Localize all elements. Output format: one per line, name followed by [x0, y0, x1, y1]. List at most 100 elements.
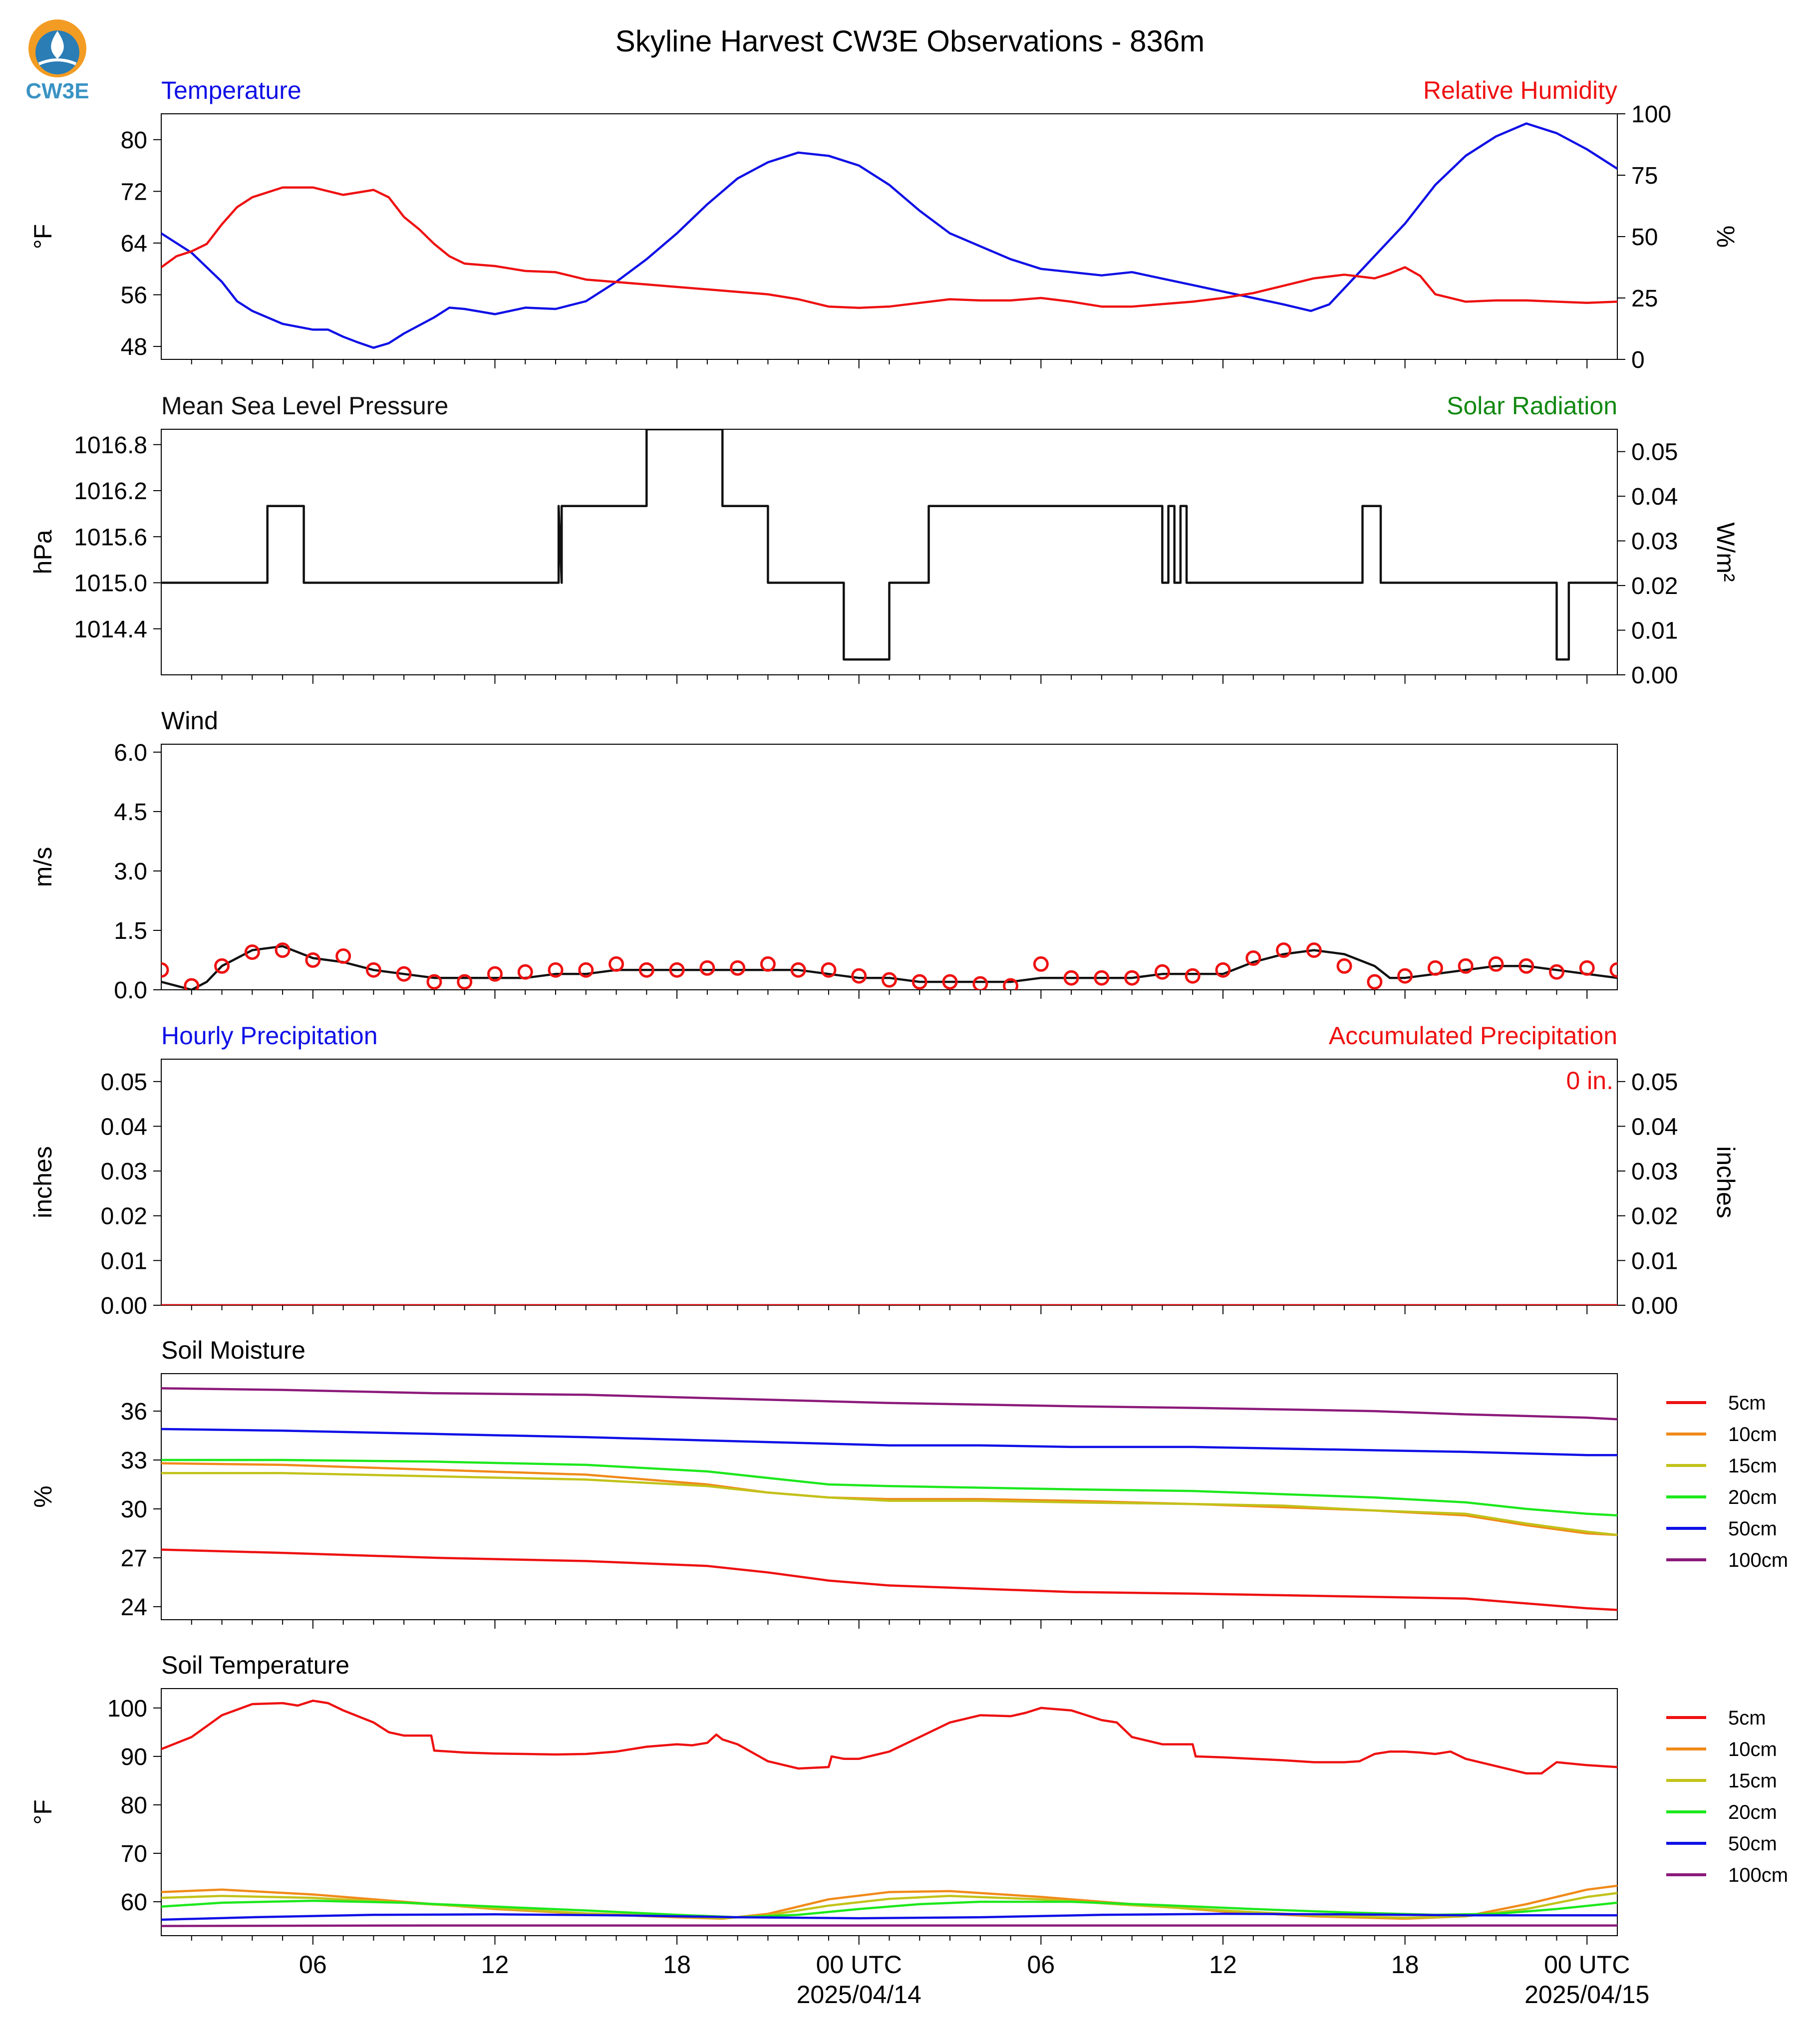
- gust-marker-wind-gust: [1003, 978, 1019, 990]
- logo-text: CW3E: [25, 79, 89, 103]
- y-tick-label: 1015.0: [74, 571, 147, 597]
- y-tick-label: 80: [121, 1792, 147, 1819]
- y-tick-label: 80: [121, 127, 147, 154]
- panel-title-right: Relative Humidity: [1423, 76, 1617, 104]
- panel-title-left: Temperature: [161, 76, 302, 104]
- panels: Temperature Relative Humidity 48 56 64 72 80 °F…: [29, 76, 1740, 2009]
- y-tick-label: 1016.8: [74, 432, 147, 459]
- y-right-tick-label: 100: [1631, 101, 1671, 128]
- y-tick-label: 0.01: [101, 1248, 147, 1274]
- y-tick-label: 24: [121, 1594, 147, 1621]
- y-right-tick-label: 0.04: [1631, 1114, 1678, 1140]
- panel-title-left: Hourly Precipitation: [161, 1022, 378, 1050]
- gust-marker-wind-gust: [911, 974, 927, 990]
- y-tick-label: 30: [121, 1496, 147, 1523]
- gust-marker-wind-gust: [396, 966, 412, 982]
- x-tick-label: 18: [1391, 1951, 1419, 1979]
- x-tick-label: 00 UTC: [816, 1951, 902, 1979]
- y-right-tick-label: 0.01: [1631, 1248, 1678, 1274]
- gust-marker-wind-gust: [275, 942, 291, 958]
- y-right-tick-label: 0.01: [1631, 618, 1678, 644]
- y-tick-label: 1.5: [114, 918, 147, 944]
- gust-marker-wind-gust: [1518, 958, 1534, 974]
- series-line-5cm: [161, 1700, 1617, 1775]
- gust-marker-wind-gust: [972, 976, 988, 990]
- gust-marker-wind-gust: [578, 962, 594, 978]
- y-tick-label: 100: [107, 1696, 147, 1722]
- x-tick-label: 18: [663, 1951, 691, 1979]
- gust-marker-wind-gust: [244, 944, 260, 960]
- series-group: [161, 1700, 1617, 1927]
- gust-marker-wind-gust: [1154, 964, 1170, 980]
- gust-marker-wind-gust: [1185, 968, 1201, 984]
- series-line-relative-humidity: [161, 186, 1617, 309]
- y-tick-label: 64: [121, 231, 147, 257]
- y-right-axis-label: %: [1712, 226, 1740, 248]
- y-tick-label: 1014.4: [74, 616, 147, 643]
- y-tick-label: 1015.6: [74, 524, 147, 551]
- panel-title-left: Mean Sea Level Pressure: [161, 392, 448, 420]
- legend-label: 10cm: [1728, 1424, 1777, 1446]
- y-axis-label: °F: [29, 1799, 57, 1825]
- legend-label: 5cm: [1728, 1707, 1766, 1729]
- y-tick-label: 70: [121, 1841, 147, 1867]
- panel-title-right: Solar Radiation: [1447, 392, 1617, 420]
- series-line-wind-speed: [161, 945, 1617, 990]
- panel-title-left: Soil Moisture: [161, 1336, 305, 1364]
- y-axis-label: m/s: [29, 847, 57, 887]
- y-right-tick-label: 0: [1631, 347, 1645, 373]
- legend-label: 50cm: [1728, 1518, 1777, 1540]
- gust-marker-wind-gust: [335, 948, 351, 964]
- series-line-15cm: [161, 1471, 1617, 1536]
- series-line-100cm: [161, 1387, 1617, 1421]
- gust-marker-wind-gust: [1306, 942, 1322, 958]
- series-line-mean-sea-level-pressure: [161, 429, 1617, 661]
- y-tick-label: 72: [121, 179, 147, 205]
- gust-marker-wind-gust: [1094, 970, 1110, 986]
- gust-marker-wind-gust: [1609, 962, 1617, 978]
- y-tick-label: 56: [121, 283, 147, 309]
- y-tick-label: 3.0: [114, 859, 147, 885]
- y-tick-label: 0.02: [101, 1203, 147, 1230]
- y-axis-label: %: [29, 1485, 57, 1507]
- gust-marker-wind-gust: [1336, 958, 1352, 974]
- gust-marker-wind-gust: [1063, 970, 1079, 986]
- gust-marker-wind-gust: [790, 962, 806, 978]
- series-group: [161, 429, 1617, 661]
- panel-title-left: Soil Temperature: [161, 1651, 349, 1679]
- gust-marker-wind-gust: [1245, 950, 1261, 966]
- y-tick-label: 27: [121, 1545, 147, 1572]
- gust-marker-wind-gust: [638, 962, 654, 978]
- gust-marker-wind-gust: [730, 960, 746, 976]
- y-right-tick-label: 0.02: [1631, 573, 1678, 599]
- gust-marker-wind-gust: [1548, 964, 1564, 980]
- series-group: [161, 942, 1617, 990]
- gust-marker-wind-gust: [699, 960, 715, 976]
- gust-marker-wind-gust: [882, 972, 897, 988]
- y-tick-label: 36: [121, 1399, 147, 1425]
- gust-marker-wind-gust: [760, 956, 776, 972]
- y-right-tick-label: 0.05: [1631, 439, 1678, 466]
- y-right-tick-label: 75: [1631, 163, 1658, 189]
- series-line-50cm: [161, 1428, 1617, 1456]
- legend-label: 10cm: [1728, 1738, 1777, 1760]
- legend-label: 100cm: [1728, 1549, 1788, 1571]
- gust-marker-wind-gust: [457, 974, 473, 990]
- x-tick-label: 12: [1209, 1951, 1237, 1979]
- y-tick-label: 0.05: [101, 1069, 147, 1096]
- x-tick-label: 06: [1027, 1951, 1055, 1979]
- y-axis-label: inches: [29, 1146, 57, 1218]
- cw3e-logo: CW3E: [25, 19, 89, 103]
- legend-label: 20cm: [1728, 1801, 1777, 1823]
- legend-label: 5cm: [1728, 1392, 1766, 1414]
- y-tick-label: 0.03: [101, 1159, 147, 1185]
- panel-wind: Wind 0.0 1.5 3.0 4.5 6.0 m/s: [29, 707, 1618, 1004]
- series-line-5cm: [161, 1548, 1617, 1611]
- y-tick-label: 90: [121, 1744, 147, 1770]
- gust-marker-wind-gust: [305, 952, 321, 968]
- gust-marker-wind-gust: [1033, 956, 1049, 972]
- y-tick-label: 0.0: [114, 977, 147, 1004]
- legend-label: 15cm: [1728, 1770, 1777, 1792]
